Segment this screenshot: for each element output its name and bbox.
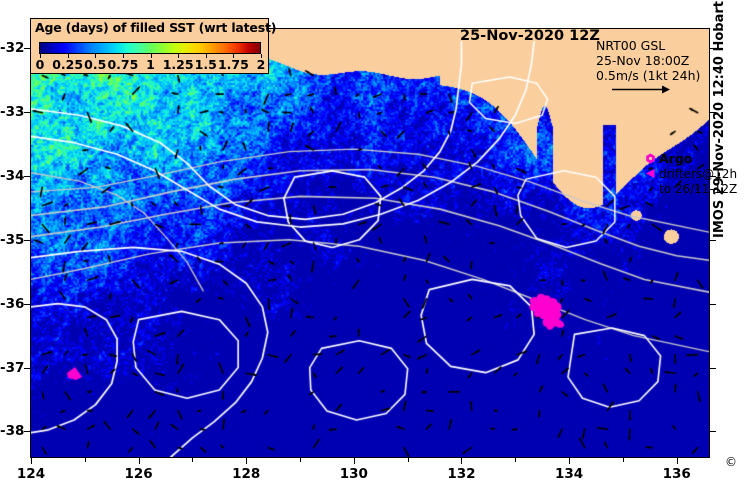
x-axis-label: 132 — [447, 466, 476, 482]
y-axis-tick-right — [710, 48, 716, 50]
map-overlay-layer — [31, 29, 709, 457]
x-axis-tick — [353, 458, 355, 464]
x-axis-label: 130 — [339, 466, 368, 482]
y-axis-tick-right — [710, 303, 716, 305]
y-axis-tick — [24, 112, 30, 114]
x-axis-minor-tick — [84, 458, 86, 462]
colorbar-tick — [205, 54, 207, 58]
colorbar-tick — [261, 54, 262, 58]
x-axis-label: 124 — [16, 466, 46, 482]
y-axis-label: -32 — [0, 40, 25, 57]
x-axis-tick — [569, 458, 571, 464]
colorbar-tick — [150, 54, 152, 58]
colorbar-tick — [122, 54, 124, 58]
y-axis-label: -33 — [0, 104, 25, 121]
gsl-scale-label: 0.5m/s (1kt 24h) — [596, 68, 701, 83]
y-axis-tick — [24, 367, 30, 369]
x-axis-minor-tick — [300, 458, 302, 462]
colorbar-tick-label: 0.25 — [52, 57, 84, 72]
current-vector-annotation: NRT00 GSL 25-Nov 18:00Z 0.5m/s (1kt 24h) — [596, 38, 700, 98]
x-axis-label: 126 — [124, 466, 153, 482]
argo-legend-title: Argo — [659, 151, 693, 166]
colorbar-tick-label: 1.75 — [217, 57, 249, 72]
y-axis-label: -35 — [0, 231, 25, 248]
y-axis-tick-right — [710, 112, 716, 114]
colorbar-tick — [67, 54, 69, 58]
x-axis-minor-tick — [515, 458, 517, 462]
y-axis-label: -38 — [0, 423, 25, 440]
colorbar-tick-label: 1.25 — [162, 57, 194, 72]
colorbar-tick — [233, 54, 235, 58]
y-axis-tick-right — [710, 175, 716, 177]
argo-legend-line2: drifters@12h — [659, 167, 738, 181]
map-title: 25-Nov-2020 12Z — [460, 28, 600, 44]
colorbar-tick-label: 0 — [35, 57, 45, 72]
y-axis-tick — [24, 175, 30, 177]
y-axis-tick — [24, 431, 30, 433]
x-axis-tick — [138, 458, 140, 464]
x-axis-label: 128 — [232, 466, 261, 482]
colorbar-tick — [95, 54, 97, 58]
colorbar-tick — [178, 54, 180, 58]
argo-legend: Argo drifters@12h to 26/11-12Z — [645, 152, 737, 196]
hexagon-marker-icon — [645, 152, 659, 167]
colorbar-tick-label: 0.5 — [84, 57, 107, 72]
y-axis-tick-right — [710, 239, 716, 241]
y-axis-tick-right — [710, 367, 716, 369]
right-arrow-icon — [612, 85, 670, 94]
x-axis-tick — [246, 458, 248, 464]
gsl-source-label: NRT00 GSL — [596, 38, 666, 53]
colorbar-tick-label: 0.75 — [107, 57, 139, 72]
argo-legend-line3: to 26/11-12Z — [659, 182, 738, 196]
colorbar-tick — [40, 54, 41, 58]
x-axis-tick — [31, 458, 32, 464]
sst-age-map — [30, 28, 710, 458]
y-axis-tick — [24, 48, 30, 50]
colorbar-tick-label: 2 — [256, 57, 266, 72]
x-axis-tick — [461, 458, 463, 464]
x-axis-minor-tick — [622, 458, 624, 462]
copyright-symbol: © — [725, 455, 737, 469]
x-axis-minor-tick — [192, 458, 194, 462]
argo-legend-spacer — [645, 182, 659, 183]
colorbar-tick-labels: 0 0.25 0.5 0.75 1 1.25 1.5 1.75 2 — [31, 57, 270, 73]
colorbar-tick-label: 1 — [146, 57, 155, 72]
imos-credit-label: IMOS 29-Nov-2020 12:40 Hobart — [712, 0, 727, 238]
y-axis-label: -36 — [0, 295, 25, 312]
x-axis-tick — [676, 458, 678, 464]
colorbar-title: Age (days) of filled SST (wrt latest) — [35, 20, 277, 35]
gsl-time-label: 25-Nov 18:00Z — [596, 53, 690, 68]
colorbar-gradient — [39, 42, 261, 54]
x-axis-minor-tick — [407, 458, 409, 462]
chevron-marker-icon — [645, 167, 659, 182]
y-axis-label: -34 — [0, 167, 25, 184]
y-axis-label: -37 — [0, 359, 25, 376]
y-axis-tick — [24, 239, 30, 241]
x-axis-label: 136 — [662, 466, 691, 482]
y-axis-tick-right — [710, 431, 716, 433]
colorbar-tick-label: 1.5 — [194, 57, 217, 72]
y-axis-tick — [24, 303, 30, 305]
x-axis-label: 134 — [555, 466, 584, 482]
